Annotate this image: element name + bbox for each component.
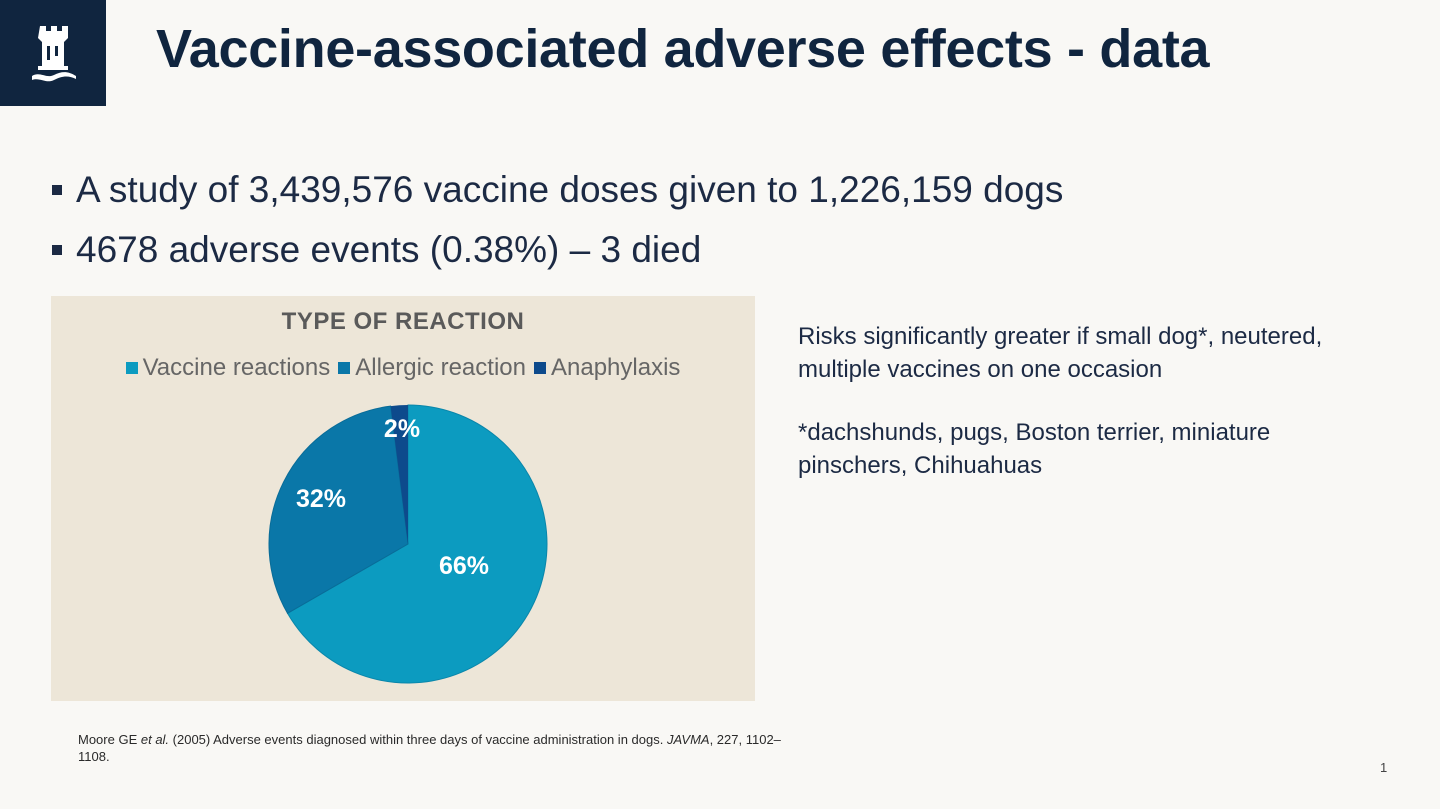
label-66: 66%: [439, 552, 489, 580]
legend-item-allergic-reaction: Allergic reaction: [338, 354, 526, 382]
chart-legend: Vaccine reactions Allergic reaction Anap…: [51, 354, 755, 382]
slide-title: Vaccine-associated adverse effects - dat…: [156, 19, 1210, 79]
pie-graphic: 66% 32% 2%: [268, 404, 548, 684]
label-2: 2%: [384, 415, 420, 443]
bullet-item: A study of 3,439,576 vaccine doses given…: [52, 160, 1063, 220]
legend-item-anaphylaxis: Anaphylaxis: [533, 354, 680, 382]
castle-tower-icon: [32, 26, 76, 82]
bullet-square-icon: [52, 245, 62, 255]
bullet-list: A study of 3,439,576 vaccine doses given…: [52, 160, 1063, 280]
legend-swatch-icon: [125, 362, 138, 374]
slice-allergic-reaction: [268, 405, 409, 614]
university-logo: [0, 0, 106, 106]
page-number: 1: [1380, 760, 1388, 775]
chart-title: TYPE OF REACTION: [281, 308, 525, 335]
legend-swatch-icon: [533, 362, 546, 374]
legend-swatch-icon: [338, 362, 351, 374]
label-32: 32%: [296, 485, 346, 513]
pie-chart: TYPE OF REACTION Vaccine reactions Aller…: [51, 296, 755, 701]
legend-item-vaccine-reactions: Vaccine reactions: [125, 354, 330, 382]
slice-anaphylaxis: [390, 405, 408, 544]
slice-vaccine-reactions: [286, 404, 548, 684]
bullet-square-icon: [52, 185, 62, 195]
risk-statement: Risks significantly greater if small dog…: [798, 323, 1323, 383]
bullet-item: 4678 adverse events (0.38%) – 3 died: [52, 220, 1063, 280]
citation: Moore GE et al. (2005) Adverse events di…: [78, 732, 781, 764]
breed-footnote: *dachshunds, pugs, Boston terrier, minia…: [798, 419, 1271, 479]
risk-notes: Risks significantly greater if small dog…: [798, 320, 1358, 512]
